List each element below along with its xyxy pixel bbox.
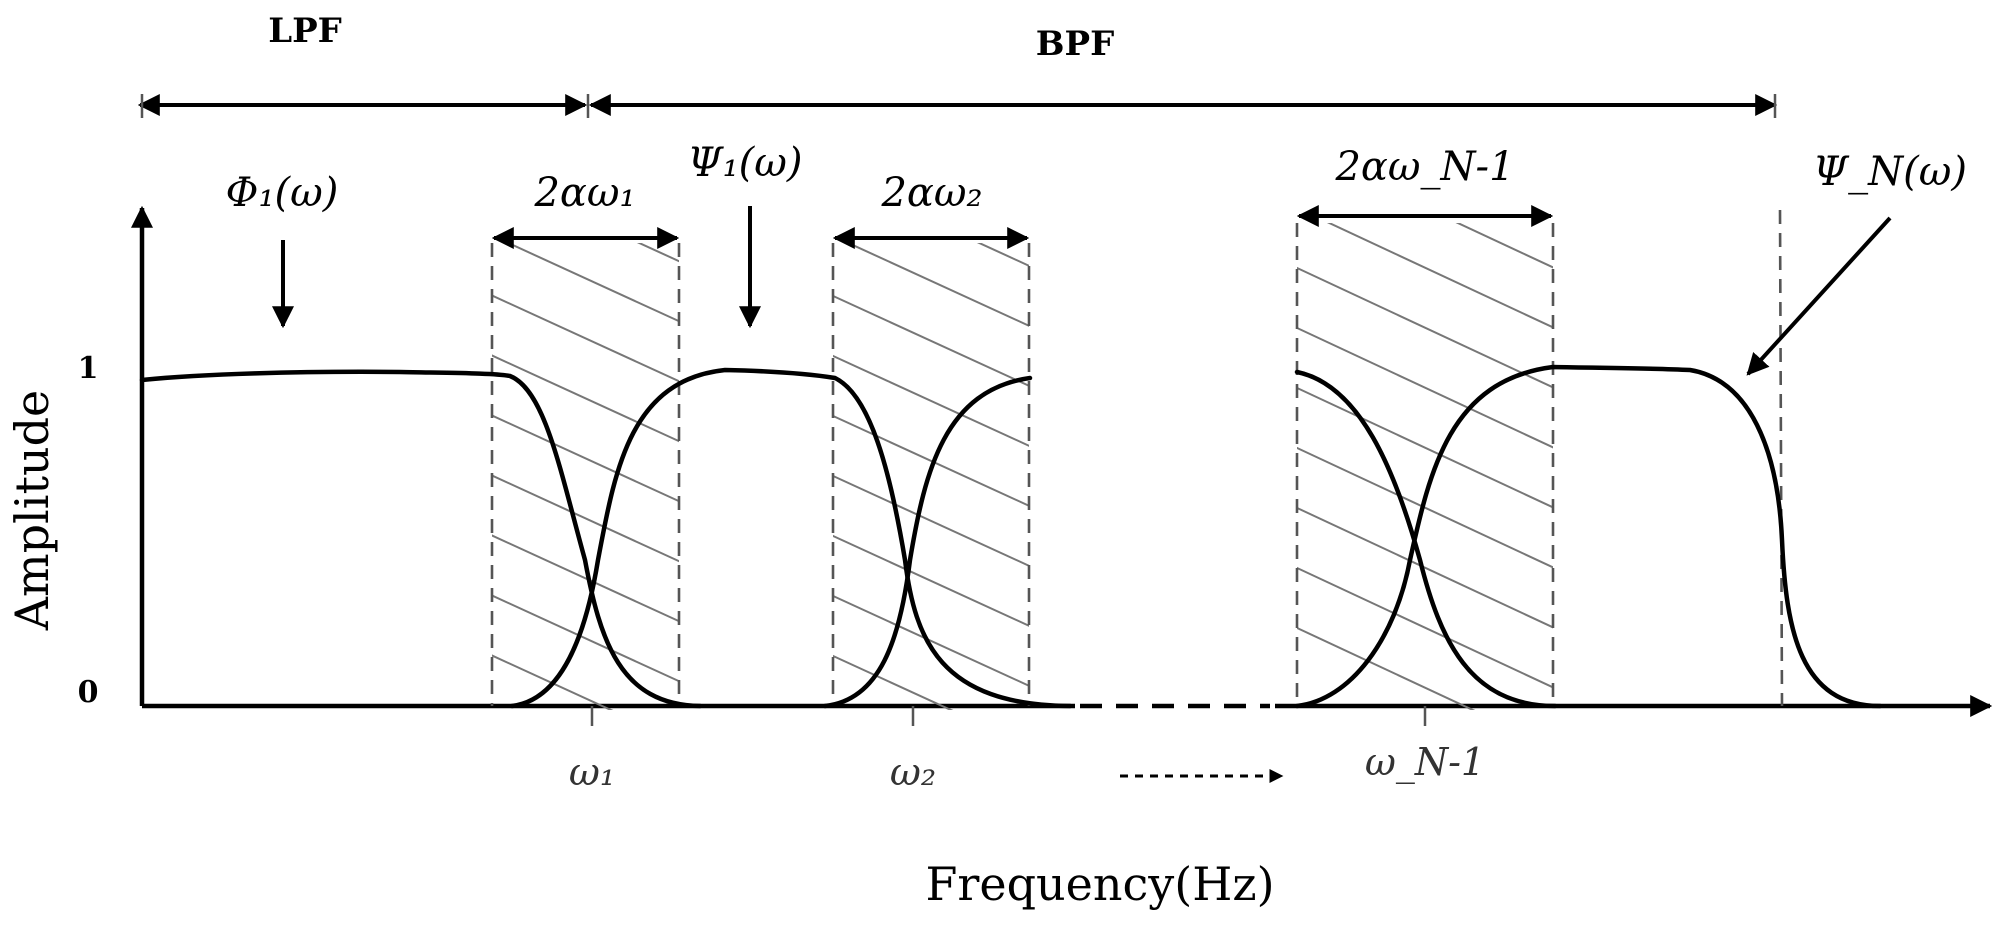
- transition-band-1: [490, 243, 681, 710]
- psi1-curve: [509, 367, 1073, 709]
- x-axis-label: Frequency(Hz): [925, 857, 1274, 911]
- y-tick-zero: 0: [78, 675, 99, 710]
- transition-band-2: [831, 243, 1031, 710]
- transition-band-n-1: [1295, 223, 1555, 710]
- band-2-width-label: 2αω₂: [880, 170, 982, 216]
- lpf-label: LPF: [268, 11, 342, 51]
- psi-n-curve: [1294, 364, 1883, 709]
- psi-n-pointer-arrow: [1746, 216, 1892, 376]
- omega1-label: ω₁: [569, 750, 615, 794]
- psi1-label: Ψ₁(ω): [688, 140, 803, 186]
- omega2-label: ω₂: [890, 750, 936, 794]
- band-n-1-hatching: [1297, 223, 1553, 710]
- band-n-1-width-label: 2αω_N-1: [1334, 144, 1514, 190]
- psi-n-label: Ψ_N(ω): [1813, 149, 1967, 195]
- bpf-label: BPF: [1036, 24, 1114, 64]
- phi1-curve: [139, 369, 703, 709]
- psi2-curve: [822, 375, 1033, 709]
- psi-n-1-curve: [1294, 369, 1558, 709]
- band-1-width-label: 2αω₁: [533, 170, 635, 216]
- omega-n-1-label: ω_N-1: [1365, 740, 1485, 785]
- band-1-hatching: [492, 243, 679, 710]
- phi1-label: Φ₁(ω): [226, 170, 339, 216]
- psi-n-boundary-line: [1778, 209, 1784, 707]
- y-axis-label: Amplitude: [5, 390, 59, 632]
- y-tick-one: 1: [78, 351, 99, 386]
- band-2-hatching: [833, 243, 1029, 710]
